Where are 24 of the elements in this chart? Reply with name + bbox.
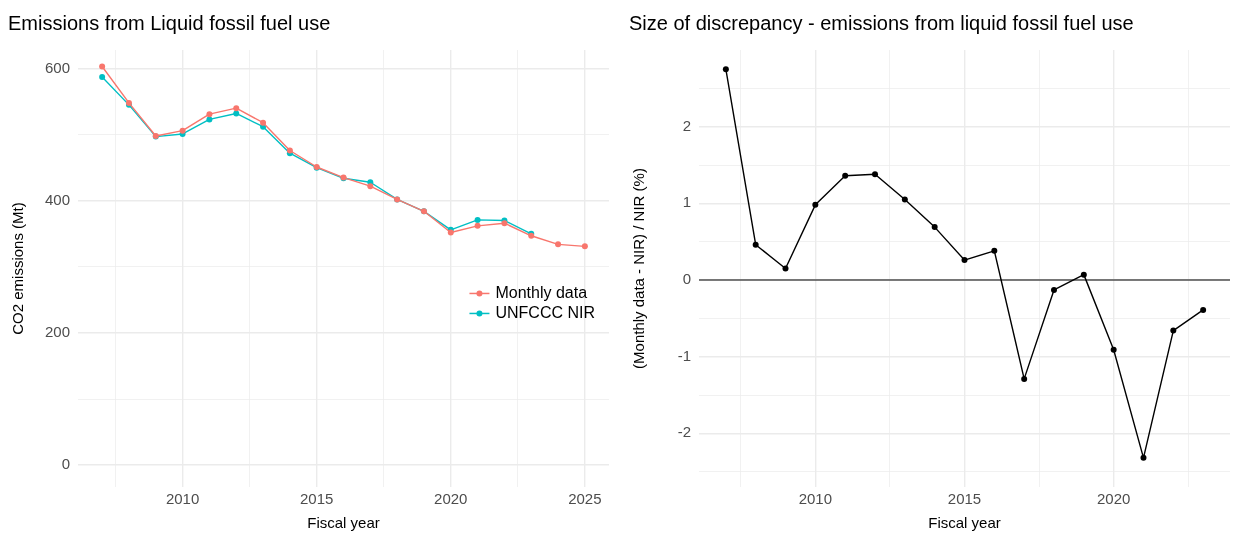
x-tick-label: 2025: [568, 490, 602, 508]
y-tick-label: 600: [44, 58, 70, 76]
x-axis-title: Fiscal year: [307, 514, 380, 532]
y-tick-label: -2: [677, 423, 691, 441]
legend-label: UNFCCC NIR: [495, 303, 595, 321]
legend-label: Monthly data: [495, 283, 588, 301]
y-tick-label: 400: [44, 190, 70, 208]
y-tick-label: 1: [682, 193, 691, 211]
y-tick-label: 2: [682, 116, 691, 134]
y-tick-label: 0: [61, 455, 70, 473]
y-tick-label: 200: [44, 323, 70, 341]
x-tick-label: 2015: [947, 490, 982, 508]
x-tick-label: 2020: [1096, 490, 1131, 508]
x-tick-label: 2015: [299, 490, 334, 508]
x-axis-title: Fiscal year: [928, 514, 1001, 532]
y-tick-label: 0: [682, 270, 691, 288]
x-tick-label: 2010: [165, 490, 200, 508]
chart-title: Emissions from Liquid fossil fuel use: [8, 11, 331, 34]
y-tick-label: -1: [677, 346, 691, 364]
chart-title: Size of discrepancy - emissions from liquid fossil fuel use: [629, 11, 1134, 34]
x-tick-label: 2020: [434, 490, 468, 508]
y-axis-title: CO2 emissions (Mt): [9, 202, 27, 335]
y-axis-title: (Monthly data - NIR) / NIR (%): [630, 168, 648, 369]
x-tick-label: 2010: [798, 490, 833, 508]
